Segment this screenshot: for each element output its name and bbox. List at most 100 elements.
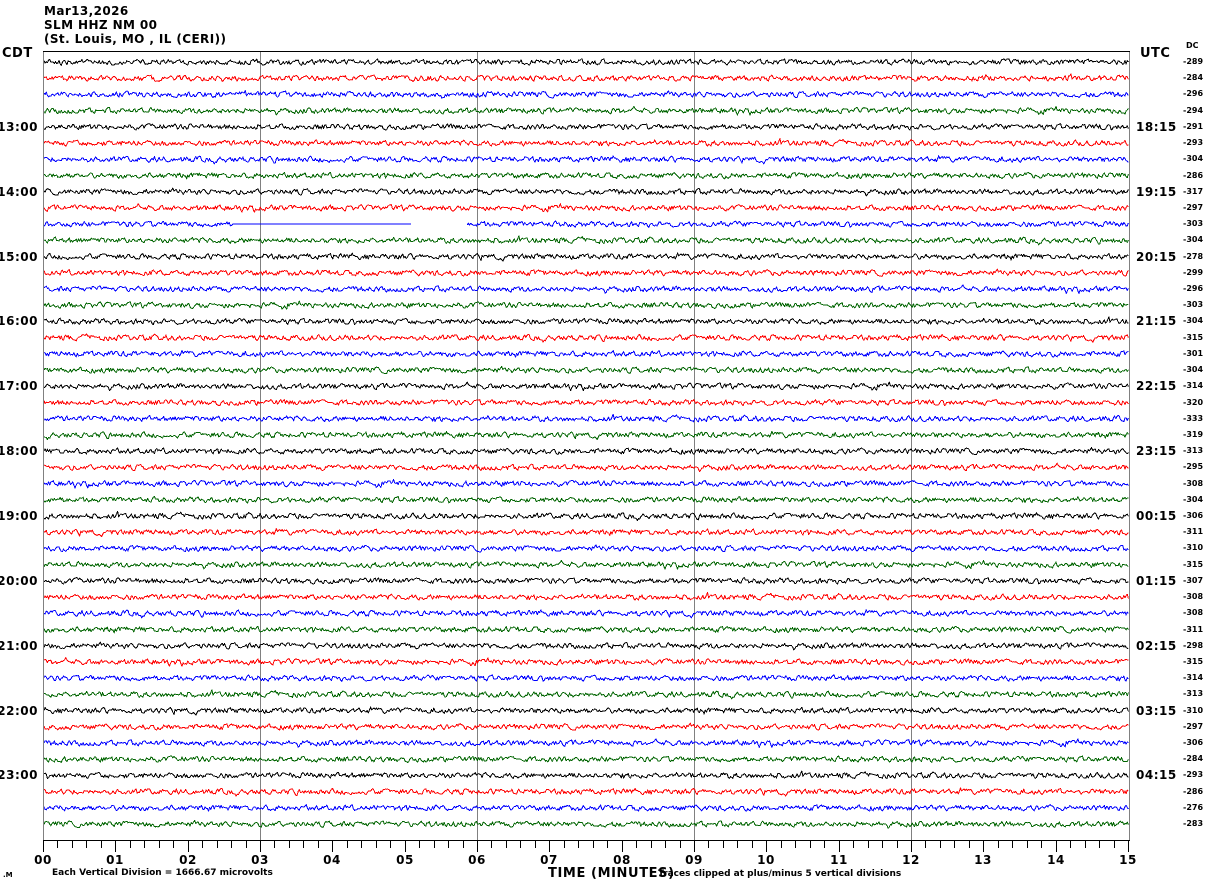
- dc-value-row-12: -278: [1183, 251, 1204, 261]
- x-tick-major-00: [43, 841, 44, 852]
- x-tick-minor: [1012, 841, 1013, 848]
- trace-row15: [44, 300, 1129, 310]
- gridline-minute-9: [694, 52, 695, 840]
- x-tick-minor: [520, 841, 521, 848]
- trace-row02: [44, 89, 1129, 99]
- x-tick-label-03: 03: [251, 853, 269, 867]
- dc-value-row-33: -308: [1183, 592, 1204, 602]
- plot-top-border: [43, 51, 1130, 52]
- dc-value-row-21: -320: [1183, 397, 1204, 407]
- trace-row45: [44, 787, 1129, 797]
- x-tick-minor: [231, 841, 232, 848]
- utc-label-2115: 21:15: [1136, 314, 1177, 329]
- x-tick-minor: [506, 841, 507, 848]
- cdt-label-1600: 16:00: [0, 314, 38, 329]
- x-tick-major-09: [694, 841, 695, 852]
- x-tick-label-02: 02: [179, 853, 197, 867]
- dc-value-row-13: -299: [1183, 267, 1204, 277]
- x-tick-label-09: 09: [685, 853, 703, 867]
- trace-row34: [44, 609, 1129, 619]
- dc-value-row-41: -297: [1183, 721, 1204, 731]
- x-tick-minor: [1114, 841, 1115, 848]
- dc-value-row-6: -304: [1183, 154, 1204, 164]
- trace-row42: [44, 738, 1129, 748]
- x-tick-minor: [419, 841, 420, 848]
- trace-row19: [44, 365, 1129, 375]
- x-tick-minor: [954, 841, 955, 848]
- trace-row32: [44, 577, 1129, 585]
- x-tick-minor: [246, 841, 247, 848]
- dc-value-row-23: -319: [1183, 429, 1204, 439]
- x-tick-minor: [665, 841, 666, 848]
- dc-value-row-4: -291: [1183, 121, 1204, 131]
- x-tick-minor: [144, 841, 145, 848]
- x-tick-minor: [781, 841, 782, 848]
- x-tick-minor: [347, 841, 348, 848]
- x-tick-minor: [810, 841, 811, 848]
- dc-value-row-14: -296: [1183, 284, 1204, 294]
- x-tick-major-04: [332, 841, 333, 852]
- x-tick-minor: [535, 841, 536, 848]
- trace-row04: [44, 123, 1129, 131]
- cdt-label-2000: 20:00: [0, 573, 38, 588]
- cdt-label-1700: 17:00: [0, 379, 38, 394]
- trace-row07: [44, 171, 1129, 180]
- right-timezone-label: UTC: [1140, 46, 1171, 61]
- cdt-label-1800: 18:00: [0, 444, 38, 459]
- dc-value-row-34: -308: [1183, 608, 1204, 618]
- x-tick-label-14: 14: [1047, 853, 1065, 867]
- trace-row35: [44, 625, 1129, 634]
- x-tick-minor: [636, 841, 637, 848]
- x-tick-label-12: 12: [902, 853, 920, 867]
- dc-value-row-24: -313: [1183, 446, 1204, 456]
- x-tick-major-02: [188, 841, 189, 852]
- x-tick-minor: [1027, 841, 1028, 848]
- x-tick-minor: [1070, 841, 1071, 848]
- x-tick-minor: [72, 841, 73, 848]
- dc-value-row-26: -308: [1183, 478, 1204, 488]
- trace-row01: [44, 73, 1129, 82]
- trace-row37: [44, 657, 1129, 667]
- trace-row26: [44, 478, 1129, 489]
- x-tick-minor: [448, 841, 449, 848]
- trace-row00: [44, 58, 1129, 66]
- x-tick-minor: [1041, 841, 1042, 848]
- x-tick-major-01: [115, 841, 116, 852]
- cdt-label-1900: 19:00: [0, 509, 38, 524]
- x-tick-minor: [680, 841, 681, 848]
- x-tick-minor: [173, 841, 174, 848]
- x-tick-major-15: [1128, 841, 1129, 852]
- trace-row24: [44, 447, 1129, 456]
- dc-value-row-31: -315: [1183, 559, 1204, 569]
- dc-value-row-22: -333: [1183, 413, 1204, 423]
- trace-row40: [44, 706, 1129, 716]
- trace-row46: [44, 804, 1129, 812]
- footer-scale-note: Each Vertical Division = 1666.67 microvo…: [52, 868, 273, 878]
- seismic-traces: [44, 58, 1129, 829]
- gridline-minute-12: [911, 52, 912, 840]
- trace-row27: [44, 496, 1129, 504]
- trace-row29: [44, 528, 1129, 538]
- x-tick-minor: [651, 841, 652, 848]
- x-tick-minor: [897, 841, 898, 848]
- cdt-label-2200: 22:00: [0, 703, 38, 718]
- x-tick-minor: [361, 841, 362, 848]
- cdt-label-2300: 23:00: [0, 768, 38, 783]
- utc-label-0215: 02:15: [1136, 638, 1177, 653]
- left-timezone-label: CDT: [2, 46, 33, 61]
- trace-row21: [44, 398, 1129, 407]
- dc-value-row-28: -306: [1183, 511, 1204, 521]
- dc-value-row-35: -311: [1183, 624, 1204, 634]
- trace-row43: [44, 755, 1129, 763]
- dc-value-row-46: -276: [1183, 802, 1204, 812]
- trace-row12: [44, 252, 1129, 262]
- x-tick-minor: [737, 841, 738, 848]
- x-tick-label-10: 10: [757, 853, 775, 867]
- dc-value-row-32: -307: [1183, 575, 1204, 585]
- trace-row33: [44, 592, 1129, 601]
- x-tick-minor: [274, 841, 275, 848]
- dc-value-row-15: -303: [1183, 300, 1204, 310]
- utc-label-0315: 03:15: [1136, 703, 1177, 718]
- x-tick-minor: [463, 841, 464, 848]
